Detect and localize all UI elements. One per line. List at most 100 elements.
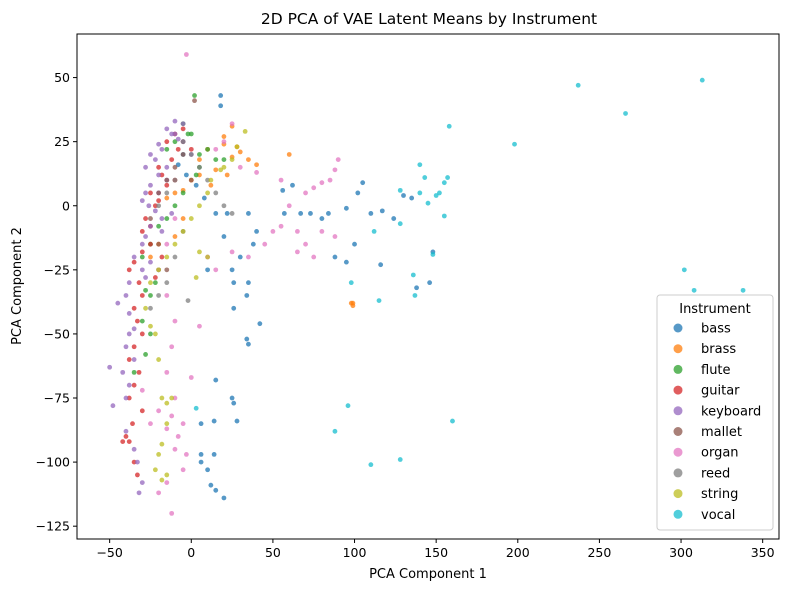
keyboard-point <box>123 428 129 434</box>
legend-label-guitar: guitar <box>701 384 740 399</box>
vocal-point <box>425 200 431 206</box>
guitar-point <box>126 357 132 362</box>
vocal-point <box>193 405 199 411</box>
bass-point <box>198 421 204 427</box>
guitar-point <box>143 216 148 221</box>
guitar-point <box>139 408 145 414</box>
mallet-point <box>180 152 186 157</box>
organ-point <box>332 167 338 173</box>
guitar-point <box>131 382 137 388</box>
guitar-point <box>159 254 165 260</box>
organ-point <box>246 254 251 260</box>
vocal-point <box>691 287 697 293</box>
flute-point <box>164 216 170 221</box>
bass-point <box>211 452 217 457</box>
string-point <box>152 331 158 337</box>
guitar-point <box>164 182 170 188</box>
string-point <box>164 421 170 427</box>
vocal-point <box>450 418 455 424</box>
guitar-point <box>139 331 145 337</box>
keyboard-point <box>148 223 153 229</box>
organ-point <box>319 180 325 186</box>
vocal-point <box>441 213 447 219</box>
legend-marker-organ <box>673 447 683 457</box>
y-tick-label: −50 <box>44 326 70 341</box>
string-point <box>188 216 194 221</box>
flute-point <box>205 146 211 152</box>
chart-title: 2D PCA of VAE Latent Means by Instrument <box>261 10 597 28</box>
keyboard-point <box>172 118 178 124</box>
reed-point <box>185 298 191 303</box>
guitar-point <box>131 344 137 350</box>
flute-point <box>192 93 197 98</box>
bass-point <box>208 482 214 488</box>
keyboard-point <box>146 203 152 209</box>
organ-point <box>229 249 235 255</box>
y-tick-label: 50 <box>54 70 70 85</box>
organ-point <box>254 170 259 175</box>
organ-point <box>169 413 175 419</box>
bass-point <box>250 241 256 247</box>
flute-point <box>172 203 178 209</box>
brass-point <box>148 254 153 260</box>
x-tick-label: 350 <box>751 545 775 560</box>
brass-point <box>197 157 202 163</box>
reed-point <box>172 254 178 260</box>
bass-point <box>280 187 286 193</box>
flute-point <box>221 157 227 163</box>
bass-point <box>213 377 219 383</box>
brass-point <box>221 134 227 139</box>
string-point <box>159 477 165 483</box>
keyboard-point <box>159 228 165 234</box>
brass-point <box>350 303 356 309</box>
reed-point <box>156 293 162 298</box>
guitar-point <box>135 472 140 478</box>
mallet-point <box>188 177 194 183</box>
guitar-point <box>175 146 181 152</box>
organ-point <box>164 369 170 375</box>
string-point <box>164 472 170 478</box>
flute-point <box>152 280 158 286</box>
organ-point <box>278 223 284 229</box>
keyboard-point <box>156 172 162 178</box>
brass-point <box>254 162 259 168</box>
organ-point <box>286 203 292 209</box>
organ-point <box>303 241 308 247</box>
organ-point <box>156 408 162 414</box>
organ-point <box>213 146 219 152</box>
vocal-point <box>441 180 447 186</box>
bass-point <box>352 241 357 247</box>
keyboard-point <box>164 126 170 132</box>
string-point <box>164 254 170 260</box>
brass-point <box>208 182 214 188</box>
guitar-point <box>131 259 137 265</box>
x-tick-label: 150 <box>424 545 448 560</box>
guitar-point <box>136 369 142 375</box>
keyboard-point <box>123 344 129 350</box>
keyboard-point <box>123 293 129 298</box>
string-point <box>156 357 162 362</box>
reed-point <box>172 177 178 183</box>
legend-label-reed: reed <box>701 466 730 481</box>
guitar-point <box>156 198 162 204</box>
guitar-point <box>139 228 145 234</box>
bass-point <box>213 211 219 216</box>
keyboard-point <box>136 490 142 496</box>
y-axis-label: PCA Component 2 <box>10 227 25 345</box>
bass-point <box>224 211 230 216</box>
legend-label-flute: flute <box>701 363 731 378</box>
string-point <box>234 144 240 150</box>
vocal-point <box>699 77 705 83</box>
flute-point <box>139 254 145 260</box>
bass-point <box>368 211 374 216</box>
flute-point <box>143 287 148 293</box>
keyboard-point <box>131 326 137 332</box>
bass-point <box>343 259 349 265</box>
keyboard-point <box>148 152 153 157</box>
vocal-point <box>397 221 403 227</box>
bass-point <box>246 280 251 286</box>
organ-point <box>180 421 186 427</box>
legend-label-bass: bass <box>701 322 731 337</box>
keyboard-point <box>152 208 158 214</box>
guitar-point <box>123 434 129 439</box>
